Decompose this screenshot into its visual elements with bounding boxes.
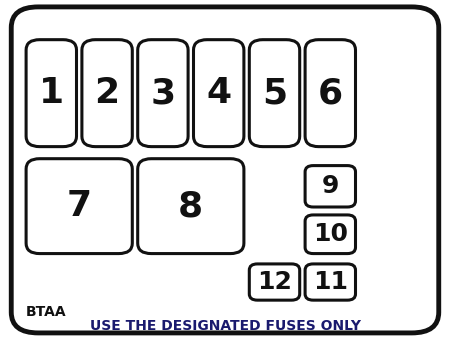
Text: 10: 10: [313, 222, 348, 246]
Text: 11: 11: [313, 270, 348, 294]
FancyBboxPatch shape: [82, 40, 132, 147]
Text: 5: 5: [262, 76, 287, 110]
FancyBboxPatch shape: [138, 40, 188, 147]
FancyBboxPatch shape: [11, 7, 439, 333]
FancyBboxPatch shape: [305, 166, 356, 207]
FancyBboxPatch shape: [249, 40, 300, 147]
Text: 6: 6: [318, 76, 343, 110]
Text: BTAA: BTAA: [26, 305, 67, 319]
FancyBboxPatch shape: [194, 40, 244, 147]
Text: 3: 3: [150, 76, 176, 110]
FancyBboxPatch shape: [305, 264, 356, 300]
FancyBboxPatch shape: [305, 40, 356, 147]
FancyBboxPatch shape: [26, 40, 76, 147]
Text: 1: 1: [39, 76, 64, 110]
Text: 2: 2: [94, 76, 120, 110]
FancyBboxPatch shape: [138, 159, 244, 254]
Text: USE THE DESIGNATED FUSES ONLY: USE THE DESIGNATED FUSES ONLY: [90, 319, 360, 333]
Text: 7: 7: [67, 189, 92, 223]
Text: 9: 9: [322, 174, 339, 198]
FancyBboxPatch shape: [26, 159, 132, 254]
Text: 4: 4: [206, 76, 231, 110]
Text: 12: 12: [257, 270, 292, 294]
FancyBboxPatch shape: [305, 215, 356, 254]
Text: 8: 8: [178, 189, 203, 223]
FancyBboxPatch shape: [249, 264, 300, 300]
